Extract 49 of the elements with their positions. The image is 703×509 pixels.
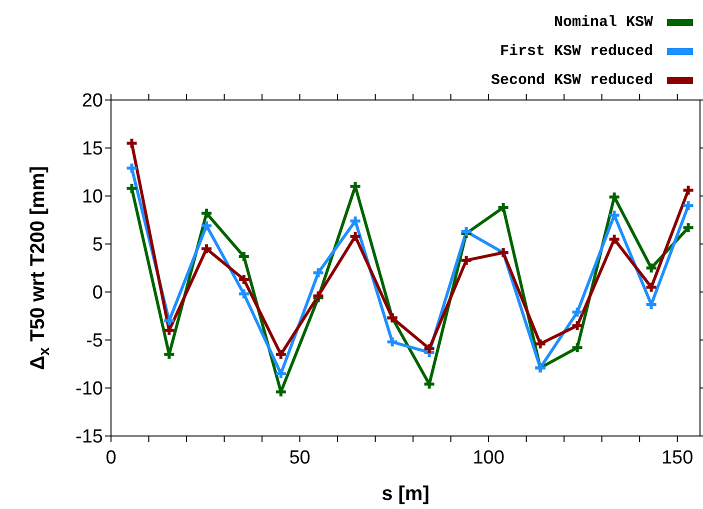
point (164, 316, 174, 326)
point (646, 282, 656, 292)
point (424, 380, 434, 389)
point (238, 252, 249, 261)
point (202, 221, 212, 230)
x-tick-label: 0 (106, 447, 116, 468)
point (609, 192, 620, 202)
y-tick-label: 15 (82, 138, 103, 160)
point (202, 208, 212, 218)
point (683, 223, 694, 232)
x-axis-title: s [m] (382, 483, 430, 505)
point (572, 343, 582, 352)
legend-label: First KSW reduced (500, 43, 653, 60)
point (572, 308, 582, 317)
point (498, 203, 508, 212)
x-tick-label: 150 (661, 447, 694, 468)
point (126, 184, 137, 193)
x-tick-label: 100 (472, 447, 504, 468)
legend-label: Second KSW reduced (490, 72, 653, 89)
point (238, 289, 249, 298)
y-tick-label: -10 (76, 378, 103, 400)
point (350, 232, 360, 241)
legend-label: Nominal KSW (554, 14, 653, 31)
point (313, 268, 324, 278)
point (646, 264, 656, 272)
y-tick-label: 0 (92, 282, 103, 304)
point (126, 138, 137, 148)
y-tick-label: 10 (82, 186, 103, 208)
point (424, 344, 434, 354)
point (535, 339, 546, 348)
y-tick-label: -15 (76, 426, 103, 448)
point (276, 350, 286, 359)
y-tick-label: -5 (86, 330, 103, 352)
point (609, 234, 620, 244)
x-tick-label: 50 (289, 447, 310, 468)
point (461, 256, 472, 265)
point (202, 244, 212, 254)
point (126, 164, 137, 173)
point (238, 275, 249, 284)
point (609, 210, 620, 220)
point (276, 369, 286, 378)
point (572, 321, 582, 330)
point (387, 337, 398, 346)
point (683, 201, 694, 210)
y-tick-label: 5 (92, 234, 103, 256)
point (350, 216, 360, 226)
point (683, 186, 694, 195)
y-tick-label: 20 (82, 90, 103, 112)
point (646, 300, 656, 309)
